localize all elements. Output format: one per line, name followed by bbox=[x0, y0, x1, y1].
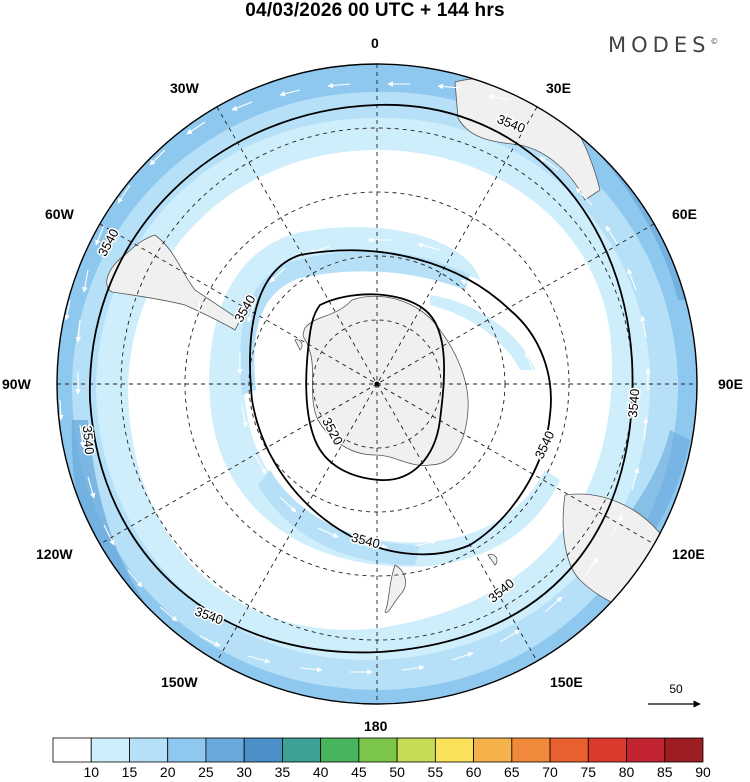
map-border bbox=[56, 63, 698, 705]
inner-jet-band bbox=[209, 227, 560, 567]
colorbar-tick-label: 75 bbox=[580, 764, 597, 780]
colorbar-cell bbox=[358, 737, 398, 763]
colorbar-cell bbox=[396, 737, 436, 763]
chart-title: 04/03/2026 00 UTC + 144 hrs bbox=[245, 0, 505, 21]
colorbar-tick-label: 85 bbox=[656, 764, 673, 780]
tasmania bbox=[487, 553, 498, 566]
brand-mark: © bbox=[710, 37, 719, 46]
brand-logo: MODES© bbox=[608, 33, 718, 57]
colorbar-cell bbox=[434, 737, 474, 763]
colorbar-cell bbox=[511, 737, 551, 763]
contour-label: 3540 bbox=[625, 388, 642, 418]
south-pole-marker bbox=[374, 381, 380, 387]
antarctica bbox=[302, 295, 469, 466]
lon-label-150w: 150W bbox=[161, 674, 198, 690]
lon-label-120e: 120E bbox=[672, 546, 705, 562]
colorbar-cell bbox=[52, 737, 92, 763]
reference-vector-label: 50 bbox=[669, 682, 683, 696]
colorbar-cell bbox=[320, 737, 360, 763]
colorbar-tick-label: 45 bbox=[351, 764, 367, 780]
colorbar-cell bbox=[626, 737, 666, 763]
contour-label: 3540 bbox=[80, 425, 97, 455]
south-america bbox=[106, 234, 241, 331]
brand-name: MODES bbox=[608, 33, 711, 57]
colorbar-cell bbox=[90, 737, 130, 763]
wind-vectors bbox=[58, 68, 691, 675]
colorbar-tick-label: 40 bbox=[312, 764, 329, 780]
colorbar-cell bbox=[549, 737, 589, 763]
colorbar-cell bbox=[664, 737, 704, 763]
colorbar-tick-label: 60 bbox=[465, 764, 482, 780]
colorbar-tick-label: 70 bbox=[542, 764, 558, 780]
lon-label-120w: 120W bbox=[36, 546, 73, 562]
lon-label-60w: 60W bbox=[45, 206, 74, 222]
colorbar-tick-label: 10 bbox=[83, 764, 100, 780]
colorbar-tick-label: 15 bbox=[121, 764, 138, 780]
colorbar-tick-label: 30 bbox=[236, 764, 252, 780]
colorbar-tick-label: 20 bbox=[159, 764, 176, 780]
colorbar-cell bbox=[129, 737, 169, 763]
lon-label-30w: 30W bbox=[170, 80, 199, 96]
colorbar-cell bbox=[473, 737, 513, 763]
colorbar-tick-label: 50 bbox=[389, 764, 405, 780]
height-contours bbox=[89, 104, 634, 654]
graticule bbox=[57, 64, 697, 704]
lon-label-0: 0 bbox=[371, 35, 379, 51]
contour-3540-outer bbox=[89, 104, 634, 654]
colorbar-tick-label: 25 bbox=[198, 764, 214, 780]
colorbar-cell bbox=[282, 737, 322, 763]
lon-label-90e: 90E bbox=[718, 376, 743, 392]
colorbar-tick-label: 55 bbox=[427, 764, 444, 780]
contour-3540-inner bbox=[249, 249, 552, 556]
colorbar-cell bbox=[205, 737, 245, 763]
lon-label-30e: 30E bbox=[546, 80, 571, 96]
lon-label-150e: 150E bbox=[550, 674, 583, 690]
colorbar-tick-label: 90 bbox=[695, 764, 711, 780]
colorbar-tick-label: 35 bbox=[274, 764, 291, 780]
colorbar-cell bbox=[167, 737, 207, 763]
lon-label-180: 180 bbox=[364, 718, 388, 734]
lon-label-90w: 90W bbox=[2, 376, 31, 392]
south-georgia-islands bbox=[294, 339, 303, 351]
colorbar-cell bbox=[587, 737, 627, 763]
contour-3520 bbox=[305, 293, 445, 481]
colorbar-tick-label: 80 bbox=[618, 764, 635, 780]
colorbar-cell bbox=[243, 737, 283, 763]
lon-label-60e: 60E bbox=[672, 206, 697, 222]
colorbar-tick-label: 65 bbox=[504, 764, 520, 780]
new-zealand bbox=[384, 564, 406, 613]
